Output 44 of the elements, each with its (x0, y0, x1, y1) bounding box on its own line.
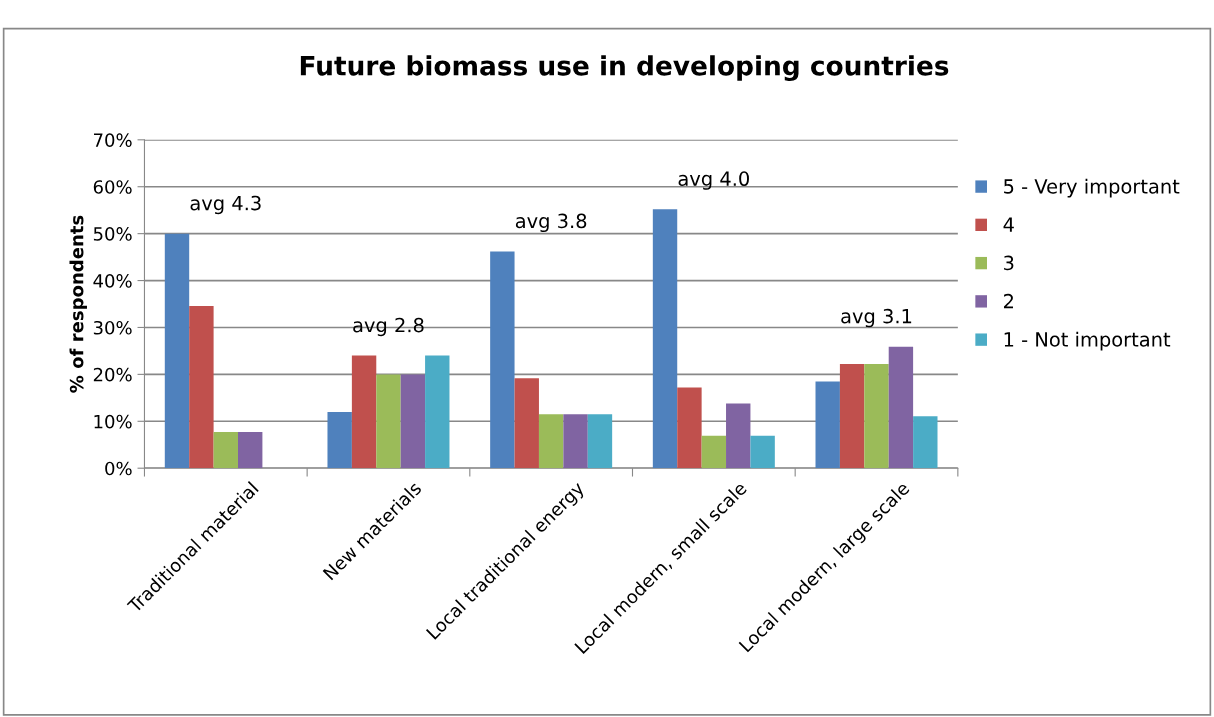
bar (913, 416, 938, 469)
bar (189, 305, 214, 469)
bar (514, 378, 539, 469)
y-tick-label: 20% (93, 367, 132, 382)
bar (701, 435, 727, 469)
bar (587, 414, 613, 469)
bar (677, 387, 702, 469)
annotation: avg 4.3 (190, 195, 261, 215)
y-tick-label: 40% (93, 274, 132, 288)
y-tick-label: 50% (93, 227, 132, 241)
bar (815, 381, 840, 469)
bar (376, 374, 401, 469)
y-tick-label: 10% (94, 414, 132, 429)
annotation: avg 3.1 (841, 308, 912, 328)
y-tick-label: 70% (94, 133, 132, 147)
bar (351, 355, 377, 469)
bar (425, 355, 450, 469)
legend-label: 5 - Very important (1004, 178, 1180, 198)
bar (888, 346, 914, 469)
annotation: avg 4.0 (678, 171, 749, 190)
bar (839, 364, 865, 469)
legend-label: 2 (1003, 293, 1013, 309)
bar (238, 432, 263, 469)
bar (750, 435, 775, 469)
bar (327, 411, 352, 469)
legend-label: 4 (1003, 217, 1014, 232)
bar (213, 432, 238, 469)
bar (538, 414, 564, 469)
bar (726, 403, 751, 469)
bar (652, 209, 678, 469)
bar (164, 233, 190, 469)
bar (400, 374, 426, 469)
annotation: avg 3.8 (515, 213, 587, 233)
y-tick-label: 60% (93, 180, 132, 194)
chart-title: Future biomass use in developing countries (300, 55, 949, 81)
y-axis-title: % of respondents (69, 215, 87, 393)
y-tick-label: 0% (105, 461, 132, 476)
bar (563, 414, 588, 469)
legend-label: 1 - Not important (1004, 331, 1171, 351)
bar (490, 251, 515, 469)
bar (864, 364, 889, 469)
annotation: avg 2.8 (353, 317, 424, 337)
legend-label: 3 (1004, 255, 1014, 271)
y-tick-label: 30% (93, 320, 132, 335)
